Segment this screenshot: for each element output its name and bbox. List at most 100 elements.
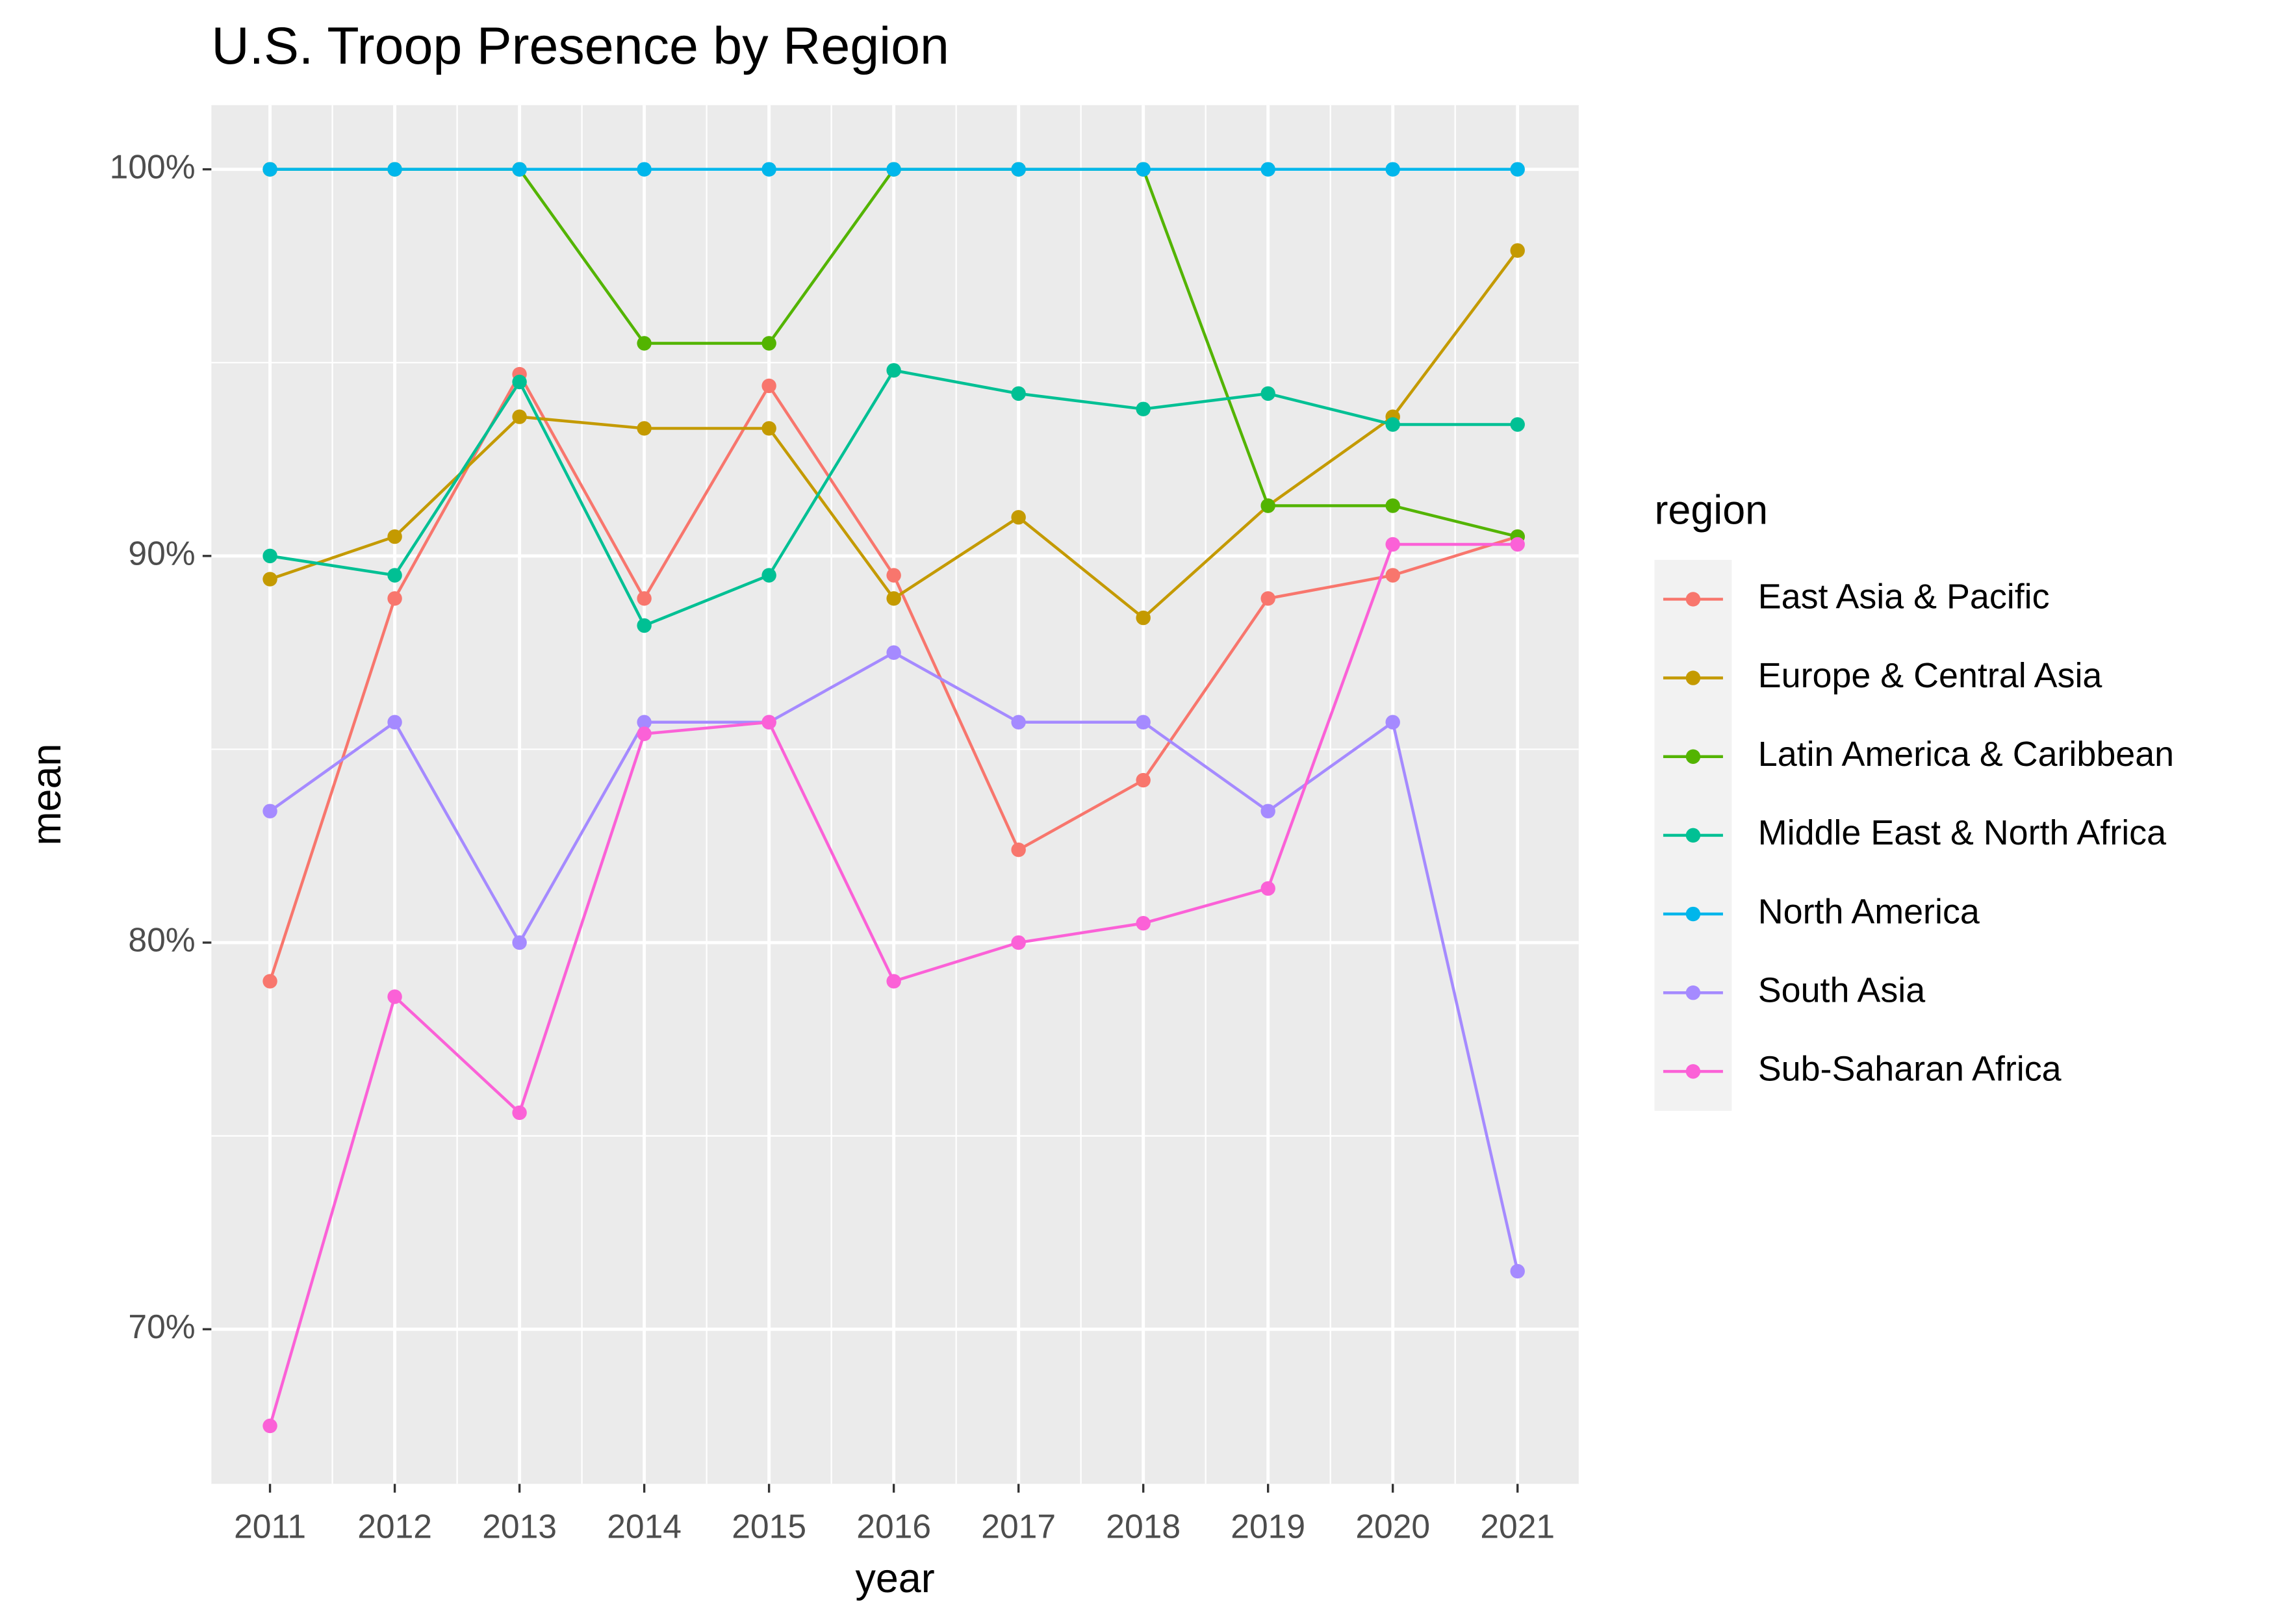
data-point [1385, 498, 1400, 513]
legend-item: North America [1663, 892, 1980, 931]
data-point [1260, 386, 1275, 401]
data-point [262, 804, 277, 818]
data-point [1011, 386, 1026, 401]
x-tick-label: 2012 [357, 1507, 432, 1545]
x-tick-label: 2021 [1480, 1507, 1555, 1545]
data-point [1011, 715, 1026, 730]
legend-item: Middle East & North Africa [1663, 813, 2166, 852]
data-point [761, 715, 776, 730]
data-point [637, 591, 652, 606]
x-tick-label: 2014 [607, 1507, 682, 1545]
legend-label: Latin America & Caribbean [1758, 735, 2174, 774]
data-point [1136, 772, 1151, 788]
data-point [1385, 715, 1400, 730]
legend-item: Europe & Central Asia [1663, 656, 2102, 695]
data-point [637, 715, 652, 730]
data-point [1136, 916, 1151, 931]
data-point [1011, 162, 1026, 177]
legend-label: South Asia [1758, 971, 1925, 1009]
legend-item: South Asia [1663, 971, 1925, 1009]
data-point [1260, 498, 1275, 513]
data-point [1136, 715, 1151, 730]
data-point [387, 568, 402, 583]
data-point [1011, 510, 1026, 525]
legend-key-point [1685, 592, 1701, 607]
data-point [1260, 162, 1275, 177]
data-point [262, 162, 277, 177]
data-point [886, 974, 901, 989]
data-point [761, 568, 776, 583]
data-point [512, 162, 527, 177]
data-point [387, 591, 402, 606]
legend-key-point [1685, 906, 1701, 922]
data-point [1510, 162, 1525, 177]
data-point [512, 1105, 527, 1121]
legend-key-point [1685, 828, 1701, 843]
x-tick-label: 2016 [856, 1507, 931, 1545]
data-point [1260, 591, 1275, 606]
data-point [262, 548, 277, 564]
data-point [1510, 1263, 1525, 1279]
data-point [1011, 842, 1026, 857]
data-point [1136, 401, 1151, 416]
legend-item: Latin America & Caribbean [1663, 735, 2174, 774]
x-tick-label: 2018 [1106, 1507, 1181, 1545]
data-point [1510, 243, 1525, 258]
legend-item: Sub-Saharan Africa [1663, 1050, 2062, 1089]
data-point [387, 715, 402, 730]
legend-label: East Asia & Pacific [1758, 577, 2050, 616]
data-point [1385, 537, 1400, 552]
data-point [1510, 417, 1525, 432]
data-point [637, 421, 652, 436]
data-point [262, 572, 277, 587]
data-point [1011, 935, 1026, 950]
data-point [1136, 162, 1151, 177]
data-point [387, 162, 402, 177]
legend-key-point [1685, 1064, 1701, 1079]
data-point [637, 336, 652, 351]
data-point [886, 568, 901, 583]
y-axis-title: mean [24, 744, 70, 846]
legend-key-point [1685, 670, 1701, 685]
x-tick-label: 2015 [732, 1507, 806, 1545]
data-point [637, 618, 652, 633]
x-tick-label: 2019 [1231, 1507, 1305, 1545]
legend-label: Middle East & North Africa [1758, 813, 2166, 852]
data-point [886, 162, 901, 177]
data-point [1510, 537, 1525, 552]
legend-item: East Asia & Pacific [1663, 577, 2050, 616]
data-point [387, 989, 402, 1004]
y-tick-label: 80% [128, 921, 195, 959]
data-point [512, 935, 527, 950]
legend-key-point [1685, 985, 1701, 1000]
data-point [512, 374, 527, 390]
data-point [637, 162, 652, 177]
data-point [886, 645, 901, 660]
y-tick-label: 90% [128, 534, 195, 572]
data-point [761, 378, 776, 394]
legend-label: North America [1758, 892, 1980, 931]
data-point [387, 529, 402, 544]
x-axis-title: year [855, 1556, 934, 1601]
chart-title: U.S. Troop Presence by Region [211, 17, 949, 75]
data-point [637, 726, 652, 741]
legend-title: region [1654, 488, 1768, 533]
data-point [1136, 610, 1151, 626]
data-point [886, 362, 901, 378]
data-point [1385, 162, 1400, 177]
y-tick-label: 70% [128, 1308, 195, 1345]
data-point [262, 974, 277, 989]
legend-key-point [1685, 749, 1701, 764]
data-point [1260, 804, 1275, 818]
x-tick-label: 2020 [1355, 1507, 1430, 1545]
data-point [1385, 417, 1400, 432]
data-point [262, 1418, 277, 1434]
legend-label: Sub-Saharan Africa [1758, 1050, 2062, 1089]
data-point [1385, 568, 1400, 583]
data-point [1260, 881, 1275, 896]
x-tick-label: 2011 [234, 1507, 306, 1545]
data-point [886, 591, 901, 606]
data-point [761, 162, 776, 177]
